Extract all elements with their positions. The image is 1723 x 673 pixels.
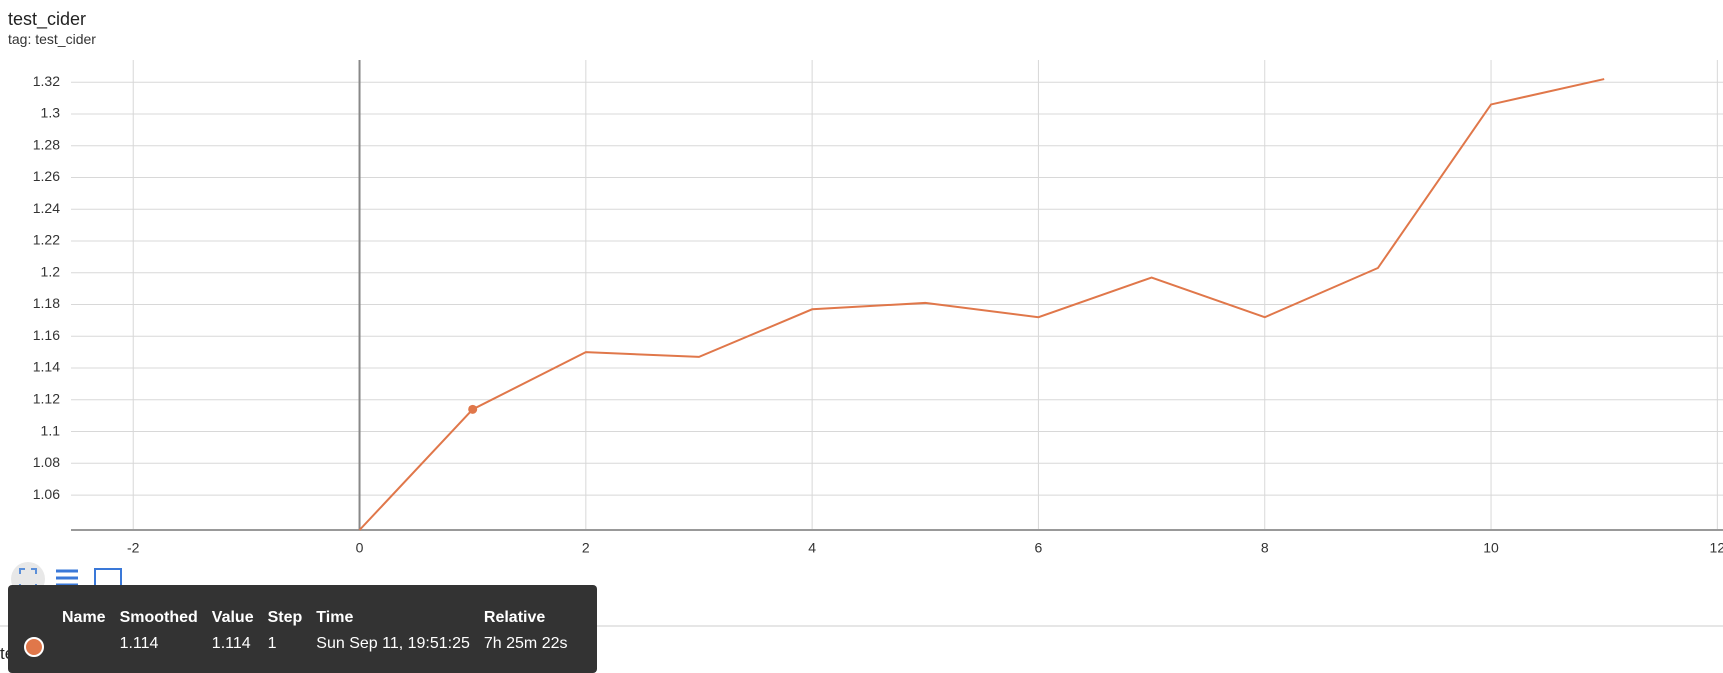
- y-tick-label: 1.12: [33, 391, 60, 407]
- y-tick-label: 1.08: [33, 454, 60, 470]
- x-tick-label: -2: [127, 540, 140, 556]
- x-tick-label: 4: [808, 540, 816, 556]
- y-tick-label: 1.06: [33, 486, 60, 502]
- tooltip-cell: 1.114: [211, 635, 251, 652]
- series-line: [358, 78, 1605, 531]
- hover-point: [468, 404, 478, 414]
- x-tick-label: 12: [1710, 540, 1723, 556]
- y-tick-label: 1.16: [33, 327, 60, 343]
- y-tick-label: 1.24: [33, 200, 60, 216]
- tooltip-cell: Sun Sep 11, 19:51:25: [316, 635, 470, 652]
- tooltip-header: Step: [267, 609, 303, 626]
- tooltip-cell: 1.114: [119, 635, 159, 652]
- y-tick-label: 1.1: [41, 422, 61, 438]
- y-tick-label: 1.2: [41, 263, 61, 279]
- tooltip-header: Relative: [483, 609, 546, 626]
- card-title: test_cider: [8, 9, 87, 29]
- tooltip-header: Value: [211, 609, 254, 626]
- tooltip: Name Smoothed Value Step Time Relative 1.114 1.…: [8, 585, 597, 673]
- x-tick-label: 10: [1483, 540, 1499, 556]
- tooltip-table: Name Smoothed Value Step Time Relative 1.114 1.…: [62, 607, 582, 655]
- y-tick-label: 1.32: [33, 73, 60, 89]
- x-tick-label: 8: [1261, 540, 1269, 556]
- x-tick-label: 2: [582, 540, 590, 556]
- y-tick-label: 1.26: [33, 168, 60, 184]
- tooltip-header: Name: [62, 609, 106, 626]
- y-tick-label: 1.28: [33, 136, 60, 152]
- tooltip-cell: 7h 25m 22s: [483, 635, 568, 652]
- tooltip-header: Time: [316, 609, 354, 626]
- y-tick-label: 1.14: [33, 359, 60, 375]
- series-swatch: [24, 637, 44, 657]
- x-tick-label: 0: [356, 540, 364, 556]
- y-tick-label: 1.3: [41, 105, 61, 121]
- tooltip-cell: 1: [267, 635, 277, 652]
- y-tick-label: 1.18: [33, 295, 60, 311]
- tooltip-cell: [62, 631, 120, 655]
- toggle-log-button[interactable]: [56, 569, 78, 587]
- card-subtitle: tag: test_cider: [8, 31, 96, 47]
- y-tick-label: 1.22: [33, 232, 60, 248]
- x-tick-label: 6: [1035, 540, 1043, 556]
- tooltip-header: Smoothed: [119, 609, 198, 626]
- fullscreen-icon: [19, 568, 37, 590]
